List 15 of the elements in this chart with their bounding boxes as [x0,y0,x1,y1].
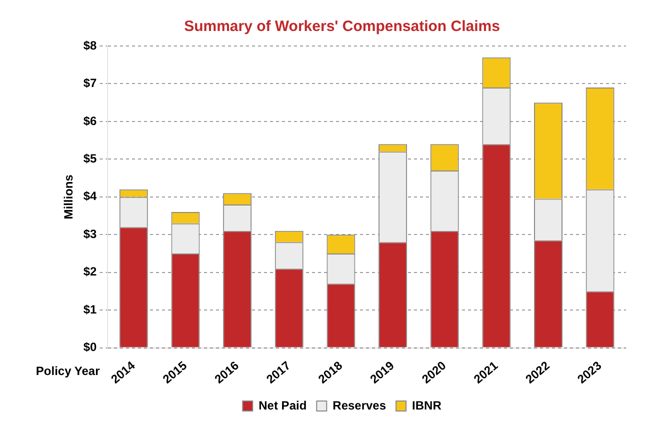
y-tick-label: $8 [83,38,98,52]
legend-label: Net Paid [258,398,307,412]
y-tick-label: $7 [83,76,98,90]
chart-title: Summary of Workers' Compensation Claims [184,18,500,36]
y-tick-label: $6 [83,114,98,128]
y-tick-label: $1 [83,302,98,316]
y-tick-label: $5 [83,151,98,166]
x-axis-title: Policy Year [36,364,100,378]
y-tick-label: $4 [83,189,98,204]
y-tick-label: $3 [83,226,98,241]
legend-label: IBNR [412,398,442,412]
legend-label: Reserves [332,398,386,412]
y-tick-label: $2 [83,264,98,279]
y-tick-label: $0 [83,340,98,354]
y-axis-title: Millions [62,174,76,220]
